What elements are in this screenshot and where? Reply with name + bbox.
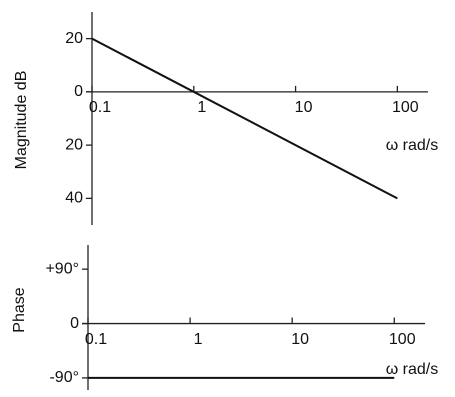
data-line (91, 37, 398, 200)
x-tick-label: 10 (291, 331, 309, 348)
y-tick-label: +90° (45, 260, 79, 277)
x-tick-label: 10 (295, 99, 313, 116)
y-tick-label: 40 (65, 190, 83, 207)
x-axis-label: ω rad/s (386, 137, 439, 154)
y-tick-label: 20 (65, 30, 83, 47)
x-tick-label: 100 (392, 99, 419, 116)
y-tick-label: -90° (49, 369, 79, 386)
x-tick-label: 100 (389, 331, 416, 348)
x-axis-label: ω rad/s (386, 361, 439, 378)
x-tick-label: 1 (197, 99, 206, 116)
x-tick-label: 1 (194, 331, 203, 348)
y-tick-label: 0 (70, 315, 79, 332)
y-axis-label: Magnitude dB (13, 71, 30, 170)
y-axis-label: Phase (11, 287, 28, 332)
y-tick-label: 0 (74, 83, 83, 100)
x-tick-label: 0.1 (85, 331, 107, 348)
y-tick-label: 20 (65, 136, 83, 153)
x-tick-label: 0.1 (89, 99, 111, 116)
